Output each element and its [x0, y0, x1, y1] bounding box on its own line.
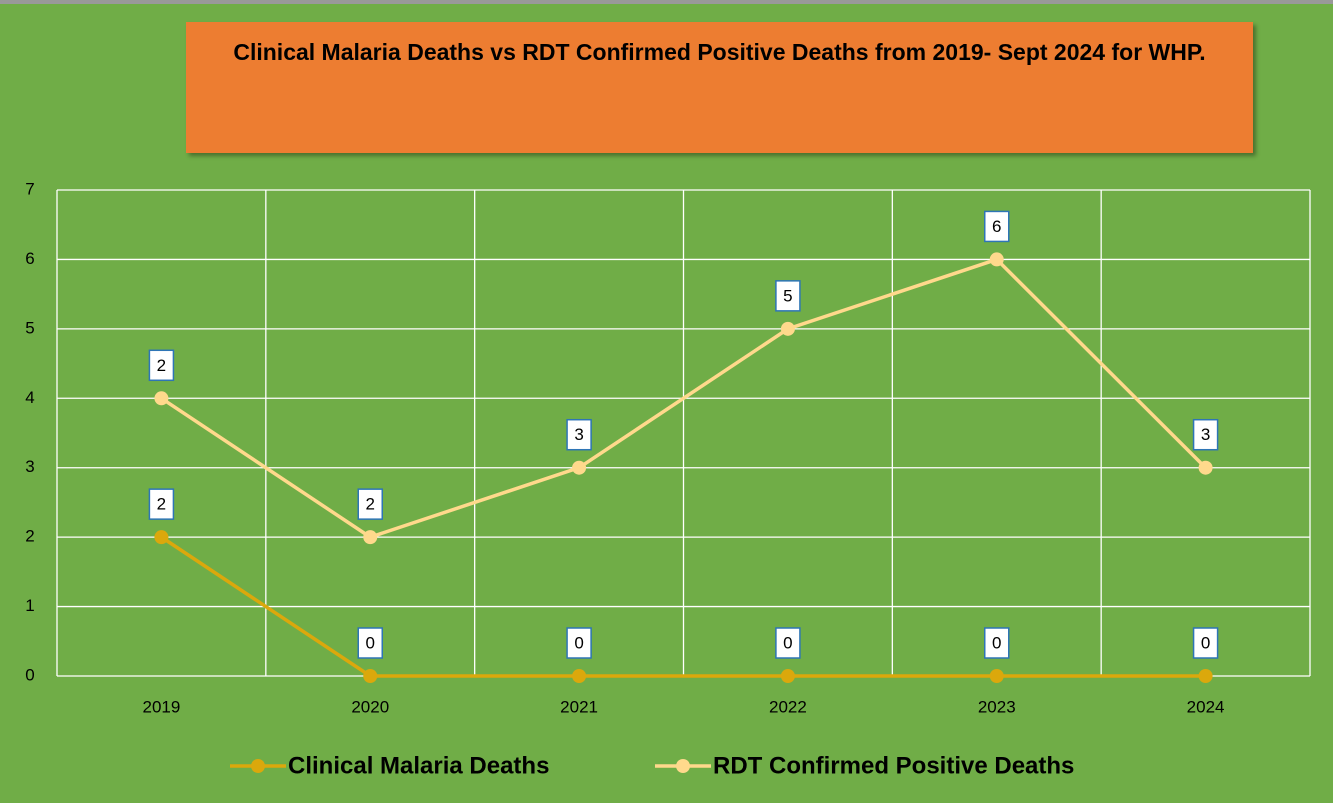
y-tick-label: 6	[25, 249, 34, 268]
legend-label: RDT Confirmed Positive Deaths	[713, 752, 1074, 779]
data-label-box	[148, 349, 175, 382]
point	[572, 669, 587, 683]
data-label: 0	[1201, 633, 1210, 652]
point	[363, 669, 378, 683]
data-label: 6	[992, 217, 1001, 236]
data-label-box	[566, 418, 592, 451]
data-label: 5	[783, 286, 792, 305]
x-tick-label: 2020	[351, 697, 389, 716]
chart-title: Clinical Malaria Deaths vs RDT Confirmed…	[186, 22, 1253, 153]
data-label: 3	[574, 425, 583, 444]
y-tick-label: 5	[25, 318, 34, 337]
y-tick-label: 3	[25, 457, 34, 476]
data-label: 2	[157, 495, 166, 514]
point	[572, 460, 587, 475]
y-tick-label: 7	[25, 179, 34, 198]
y-tick-label: 0	[25, 665, 34, 684]
data-label-box	[566, 627, 592, 659]
point	[780, 321, 795, 336]
x-tick-label: 2023	[978, 697, 1016, 716]
data-label-box	[1192, 418, 1219, 451]
point	[363, 530, 378, 545]
point	[1198, 669, 1213, 683]
data-label-box	[775, 627, 801, 659]
data-label: 2	[157, 356, 166, 375]
point	[989, 252, 1004, 267]
x-tick-label: 2022	[769, 697, 807, 716]
y-tick-label: 4	[25, 388, 34, 407]
data-label-box	[984, 627, 1010, 659]
point	[1198, 460, 1213, 475]
y-tick-label: 1	[25, 596, 34, 615]
x-tick-label: 2024	[1187, 697, 1225, 716]
data-label-box	[148, 488, 175, 520]
data-label-box	[1192, 627, 1219, 659]
data-label-box	[357, 627, 383, 659]
data-label: 2	[366, 495, 375, 514]
point	[989, 669, 1004, 683]
data-label: 3	[1201, 425, 1210, 444]
point	[154, 530, 169, 545]
legend-label: Clinical Malaria Deaths	[288, 752, 549, 779]
data-label: 0	[783, 633, 792, 652]
legend-marker	[251, 759, 265, 773]
data-label: 0	[574, 633, 583, 652]
point	[780, 669, 795, 683]
legend-marker	[676, 759, 690, 773]
x-tick-label: 2019	[143, 697, 181, 716]
data-label: 0	[366, 633, 375, 652]
data-label-box	[984, 210, 1010, 243]
y-tick-label: 2	[25, 527, 34, 546]
data-label: 0	[992, 633, 1001, 652]
x-tick-label: 2021	[560, 697, 598, 716]
point	[154, 391, 169, 406]
series-line	[160, 535, 1206, 678]
data-label-box	[357, 488, 383, 520]
series-line	[160, 257, 1207, 540]
data-label-box	[775, 280, 801, 312]
